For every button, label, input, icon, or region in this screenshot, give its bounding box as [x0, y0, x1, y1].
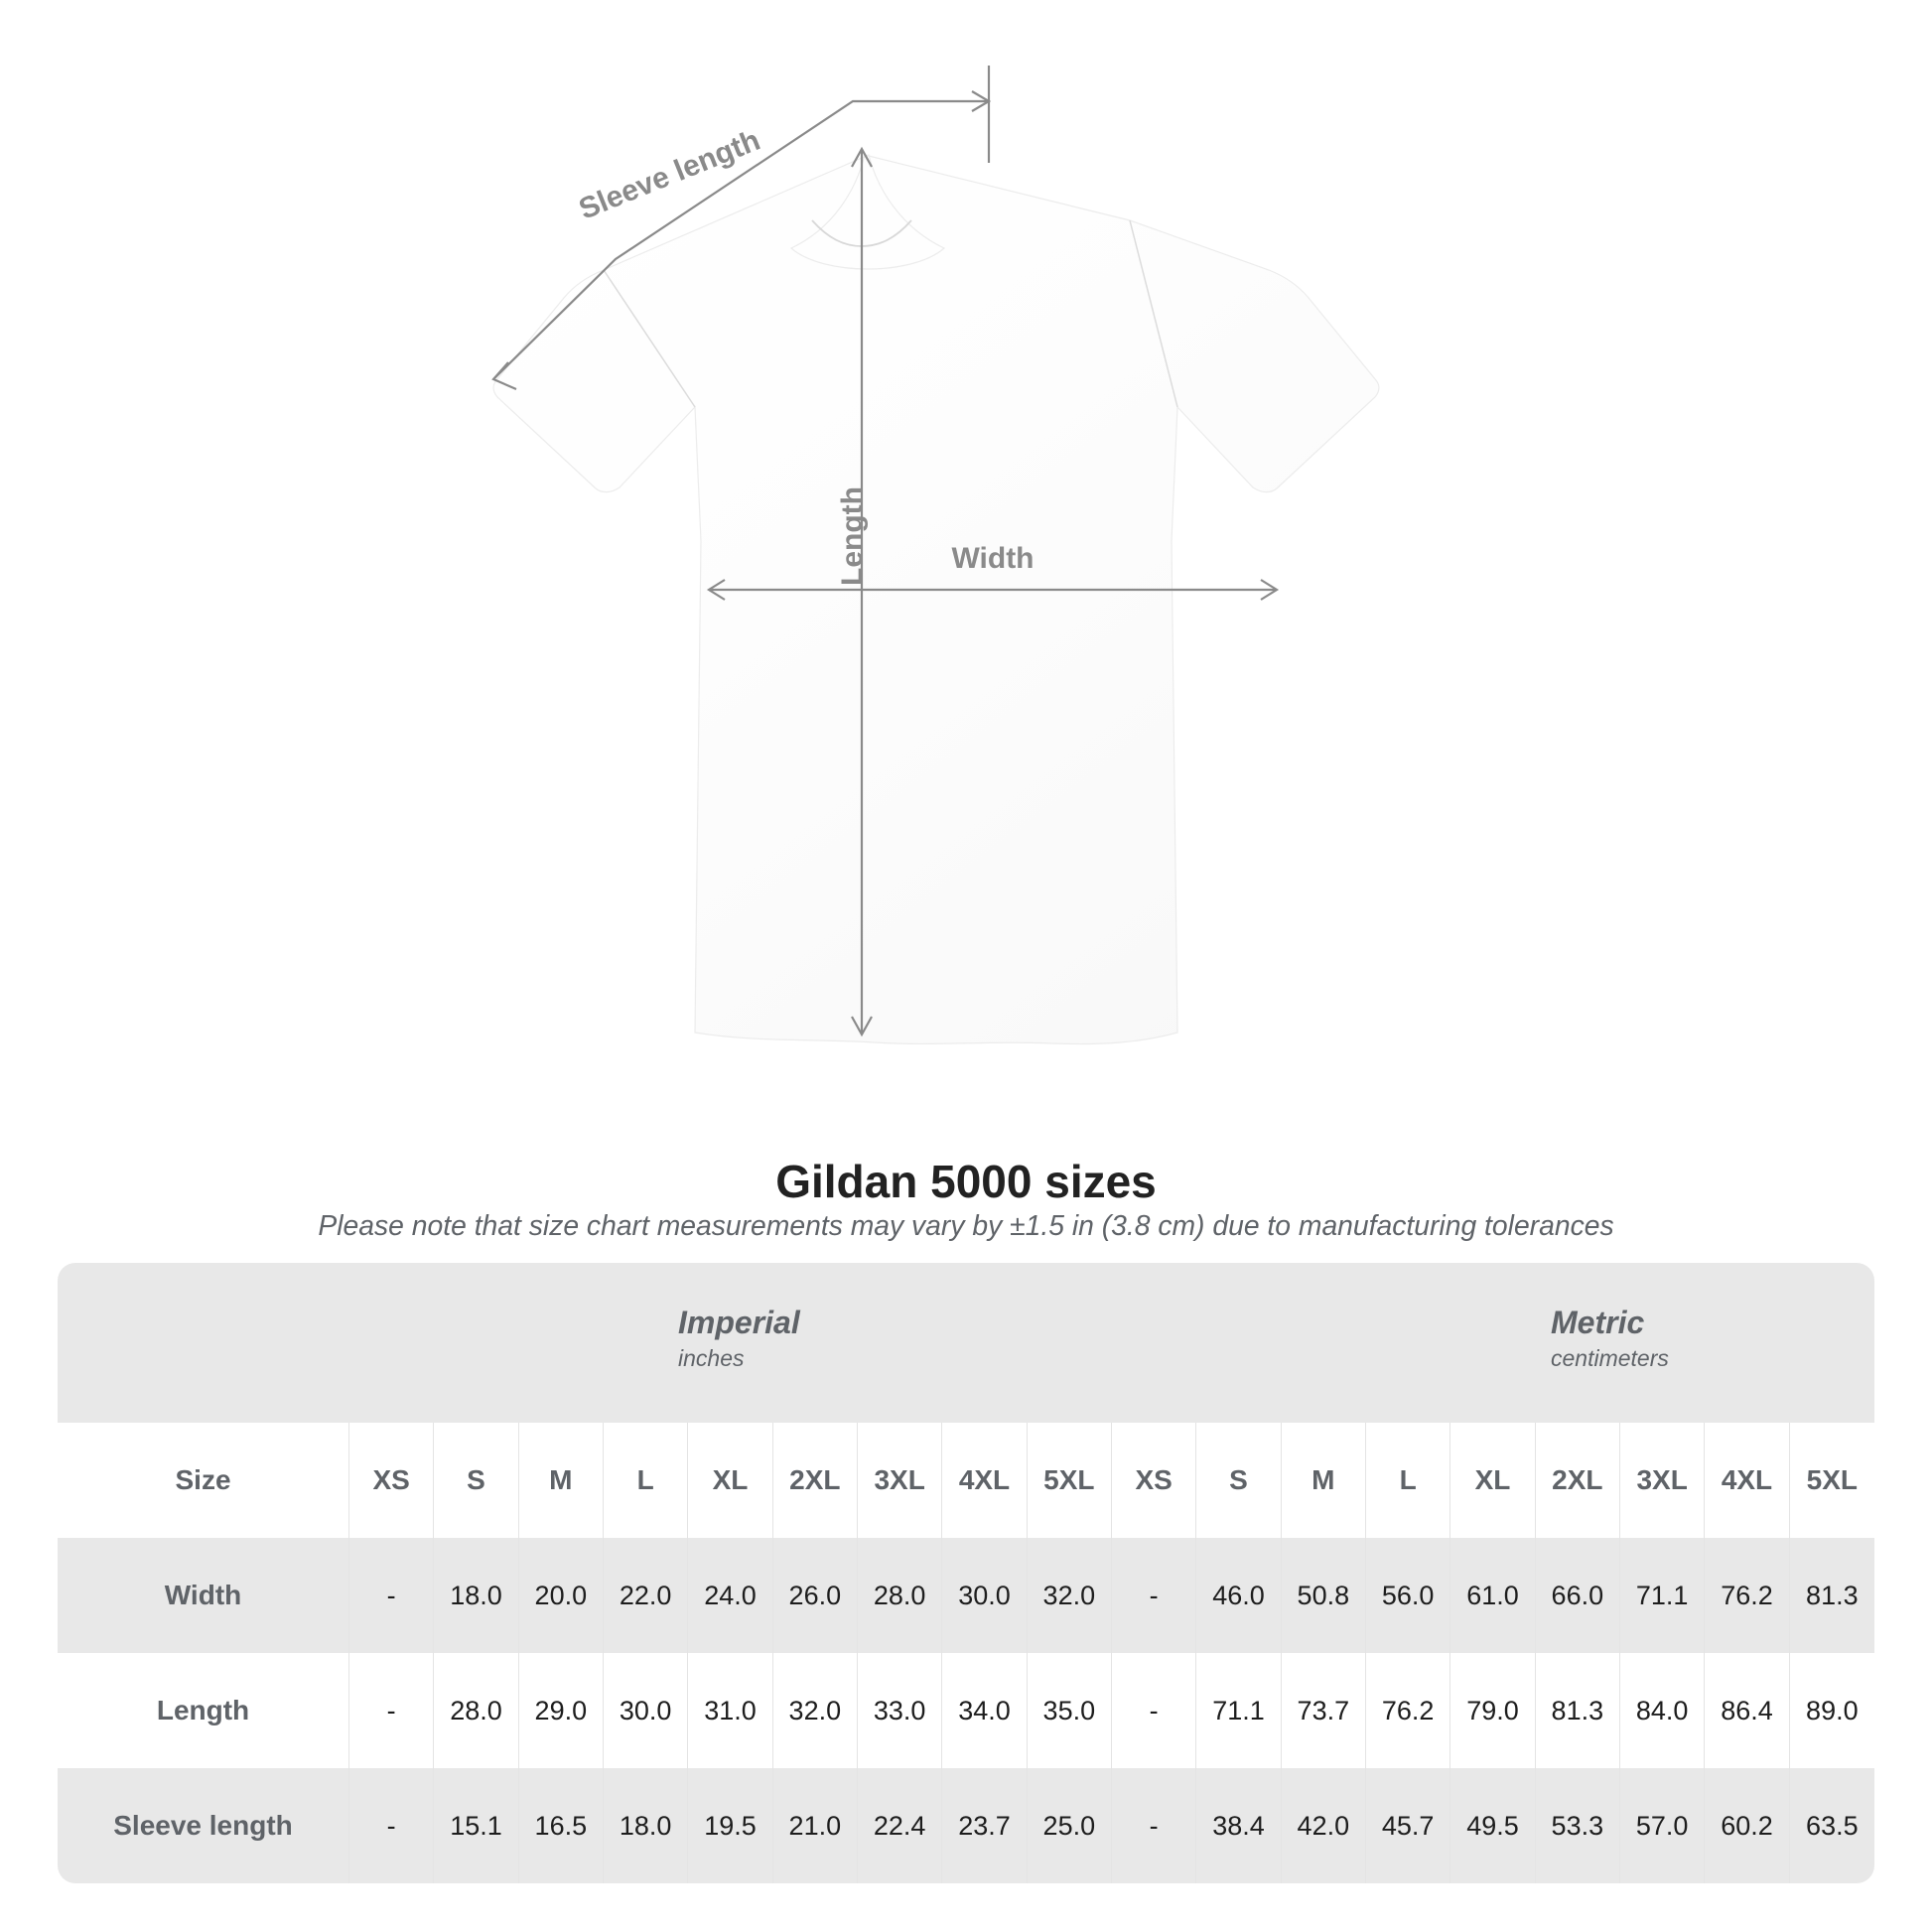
svg-text:Sleeve length: Sleeve length [575, 124, 765, 226]
svg-text:Width: Width [951, 542, 1034, 575]
svg-text:Length: Length [836, 486, 869, 586]
